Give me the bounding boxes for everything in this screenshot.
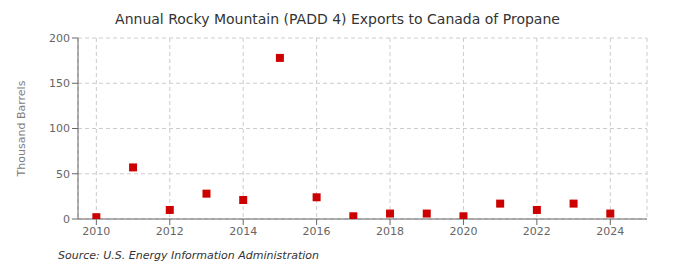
svg-text:2018: 2018 <box>376 225 404 238</box>
svg-text:2012: 2012 <box>156 225 184 238</box>
svg-text:100: 100 <box>49 122 70 135</box>
svg-text:150: 150 <box>49 77 70 90</box>
html-text:Source: U.S. Energy Informatio: Source: U.S. Energy Information Administ… <box>58 249 319 262</box>
svg-text:2014: 2014 <box>229 225 257 238</box>
svg-text:0: 0 <box>63 213 70 226</box>
svg-text:2020: 2020 <box>449 225 477 238</box>
svg-text:2016: 2016 <box>303 225 331 238</box>
svg-text:2024: 2024 <box>596 225 624 238</box>
svg-text:2022: 2022 <box>523 225 551 238</box>
svg-text:200: 200 <box>49 32 70 45</box>
svg-text:2010: 2010 <box>82 225 110 238</box>
html-text:Annual Rocky Mountain (PADD 4): Annual Rocky Mountain (PADD 4) Exports t… <box>115 11 560 27</box>
svg-text:50: 50 <box>56 168 70 181</box>
svg-text:Thousand Barrels: Thousand Barrels <box>15 80 28 177</box>
